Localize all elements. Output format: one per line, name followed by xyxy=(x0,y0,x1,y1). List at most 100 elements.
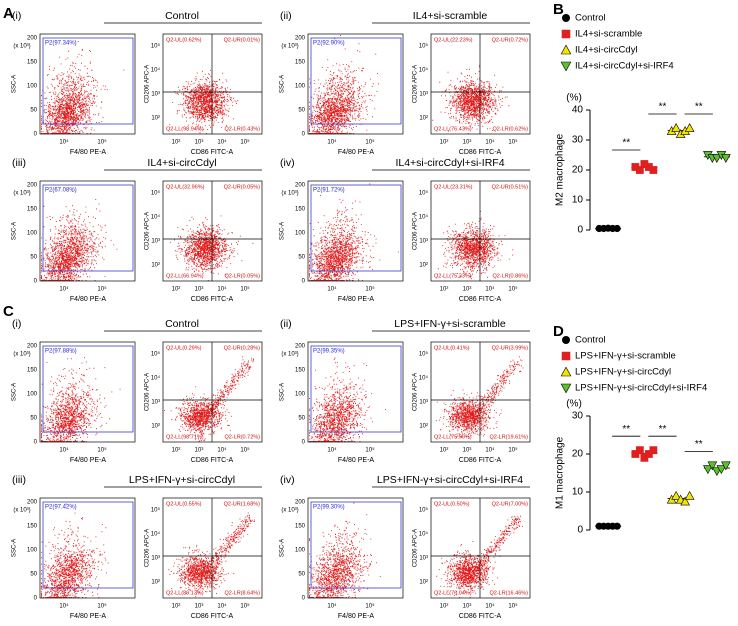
axis-scale: (x 10³) xyxy=(281,352,298,358)
cd86-tick-label: 10⁴ xyxy=(485,139,495,146)
ssc-tick-label: 150 xyxy=(27,207,38,213)
ssc-tick-label: 0 xyxy=(302,596,306,602)
cd206-tick-label: 10² xyxy=(419,116,428,122)
cell-cloud xyxy=(168,512,255,598)
ssc-tick-label: 50 xyxy=(298,108,305,114)
legend-label: LPS+IFN-γ+si-circCdyl+si-IRF4 xyxy=(575,383,707,394)
y-tick-label: 30 xyxy=(572,135,584,146)
significance-label: ** xyxy=(695,439,703,450)
gate-p2 xyxy=(310,345,402,433)
cd86-tick-label: 10⁵ xyxy=(240,447,250,454)
flow-group: (i) Control P2(97.88%) (x 10³) 0 50 100 150 200 S… xyxy=(12,318,263,464)
group-numeral: (i) xyxy=(12,318,21,330)
axis-scale: (x 10³) xyxy=(13,44,30,50)
plot-frame xyxy=(162,180,263,282)
ssc-tick-label: 0 xyxy=(34,596,38,602)
cd86-tick-label: 10³ xyxy=(195,140,204,146)
group-numeral: (ii) xyxy=(280,318,292,330)
cd86-tick-label: 10⁴ xyxy=(485,286,495,293)
cd86-tick-label: 10² xyxy=(172,604,181,610)
quadrant-ll: Q2-LL(66.94%) xyxy=(166,273,204,279)
plot-frame xyxy=(162,33,263,135)
ssc-tick-label: 100 xyxy=(295,392,306,398)
plot-frame xyxy=(39,497,136,599)
quadrant-lr: Q2-LR(0.62%) xyxy=(493,126,529,132)
cd86-tick-label: 10³ xyxy=(463,448,472,454)
cell-cloud xyxy=(309,35,379,134)
cd206-tick-label: 10⁴ xyxy=(419,214,429,221)
point xyxy=(671,123,681,132)
point xyxy=(712,154,722,163)
gate-label: P2(99.35%) xyxy=(313,349,345,355)
flow-group: (iii) LPS+IFN-γ+si-circCdyl P2(97.42%) (x 1… xyxy=(12,474,263,620)
group-title: IL4+si-scramble xyxy=(413,10,488,22)
ssc-tick-label: 200 xyxy=(295,183,306,189)
gate-label: P2(67.08%) xyxy=(45,188,77,194)
cell-cloud xyxy=(41,352,121,442)
unit-label: (%) xyxy=(566,399,582,410)
cd86-label: CD86 FITC-A xyxy=(191,613,234,620)
y-tick-label: 10 xyxy=(572,195,584,206)
cd86-tick-label: 10² xyxy=(440,604,449,610)
cd206-label: CD206 APC-A xyxy=(413,373,419,411)
ssc-tick-label: 100 xyxy=(295,84,306,90)
ssc-tick-label: 100 xyxy=(27,231,38,237)
plot-frame xyxy=(39,341,136,443)
ssc-tick-label: 0 xyxy=(302,279,306,285)
ssc-label: SSC-A xyxy=(12,222,18,240)
cell-cloud xyxy=(41,41,125,134)
cd206-tick-label: 10² xyxy=(151,424,160,430)
quadrant-ul: Q2-UL(32.96%) xyxy=(166,184,205,190)
group-numeral: (iv) xyxy=(280,157,295,169)
axis-scale: (x 10³) xyxy=(13,191,30,197)
point xyxy=(716,465,727,475)
group-numeral: (ii) xyxy=(280,10,292,22)
cell-cloud xyxy=(169,215,254,281)
f480-tick-label: 10⁴ xyxy=(59,447,69,454)
quadrant-lr: Q2-LR(19.61%) xyxy=(489,434,528,440)
f480-tick-label: 10⁴ xyxy=(59,603,69,610)
ssc-tick-label: 50 xyxy=(30,572,37,578)
f480-tick-label: 10⁵ xyxy=(97,603,107,610)
cd206-tick-label: 10⁴ xyxy=(151,214,161,221)
quadrant-lr: Q2-LR(0.72%) xyxy=(225,434,261,440)
cd86-tick-label: 10³ xyxy=(195,448,204,454)
plot-frame xyxy=(162,341,263,443)
group-numeral: (iii) xyxy=(12,157,26,169)
cd206-tick-label: 10³ xyxy=(419,556,428,562)
flow-group: (iv) IL4+si-circCdyl+si-IRF4 P2(91.72%) (x … xyxy=(280,157,531,303)
point xyxy=(721,461,731,471)
axis-scale: (x 10³) xyxy=(281,44,298,50)
panel-letter: D xyxy=(553,323,564,340)
cd86-tick-label: 10⁴ xyxy=(217,286,227,293)
cd206-tick-label: 10² xyxy=(151,580,160,586)
plot-frame xyxy=(430,180,531,282)
ssc-label: SSC-A xyxy=(12,383,18,401)
point xyxy=(671,490,681,500)
cd86-tick-label: 10⁴ xyxy=(485,603,495,610)
point xyxy=(649,166,658,174)
quadrant-ll: Q2-LL(75.99%) xyxy=(434,434,472,440)
significance-label: ** xyxy=(695,102,703,113)
axis-scale: (x 10³) xyxy=(13,508,30,514)
quadrant-ur: Q2-UR(1.68%) xyxy=(224,501,261,507)
quadrant-ul: Q2-UL(0.62%) xyxy=(166,37,202,43)
quadrant-ul: Q2-UL(0.29%) xyxy=(166,345,202,351)
f480-label: F4/80 PE-A xyxy=(338,149,375,156)
f480-tick-label: 10⁴ xyxy=(327,603,337,610)
legend-marker xyxy=(560,383,572,394)
significance-label: ** xyxy=(622,424,630,435)
cd206-tick-label: 10⁵ xyxy=(151,351,161,358)
cd206-tick-label: 10³ xyxy=(151,239,160,245)
flow-group: (ii) LPS+IFN-γ+si-scramble P2(99.35%) (x 10… xyxy=(280,318,531,464)
legend-label: LPS+IFN-γ+si-scramble xyxy=(575,351,676,362)
gate-label: P2(99.30%) xyxy=(313,505,345,511)
cd206-tick-label: 10⁴ xyxy=(419,67,429,74)
cd206-tick-label: 10⁴ xyxy=(419,375,429,382)
quadrant-ur: Q2-UR(0.01%) xyxy=(224,37,261,43)
ssc-tick-label: 50 xyxy=(298,572,305,578)
cd206-tick-label: 10⁴ xyxy=(151,375,161,382)
group-title: Control xyxy=(165,10,199,22)
cell-cloud xyxy=(436,515,523,598)
cd86-tick-label: 10⁴ xyxy=(485,447,495,454)
